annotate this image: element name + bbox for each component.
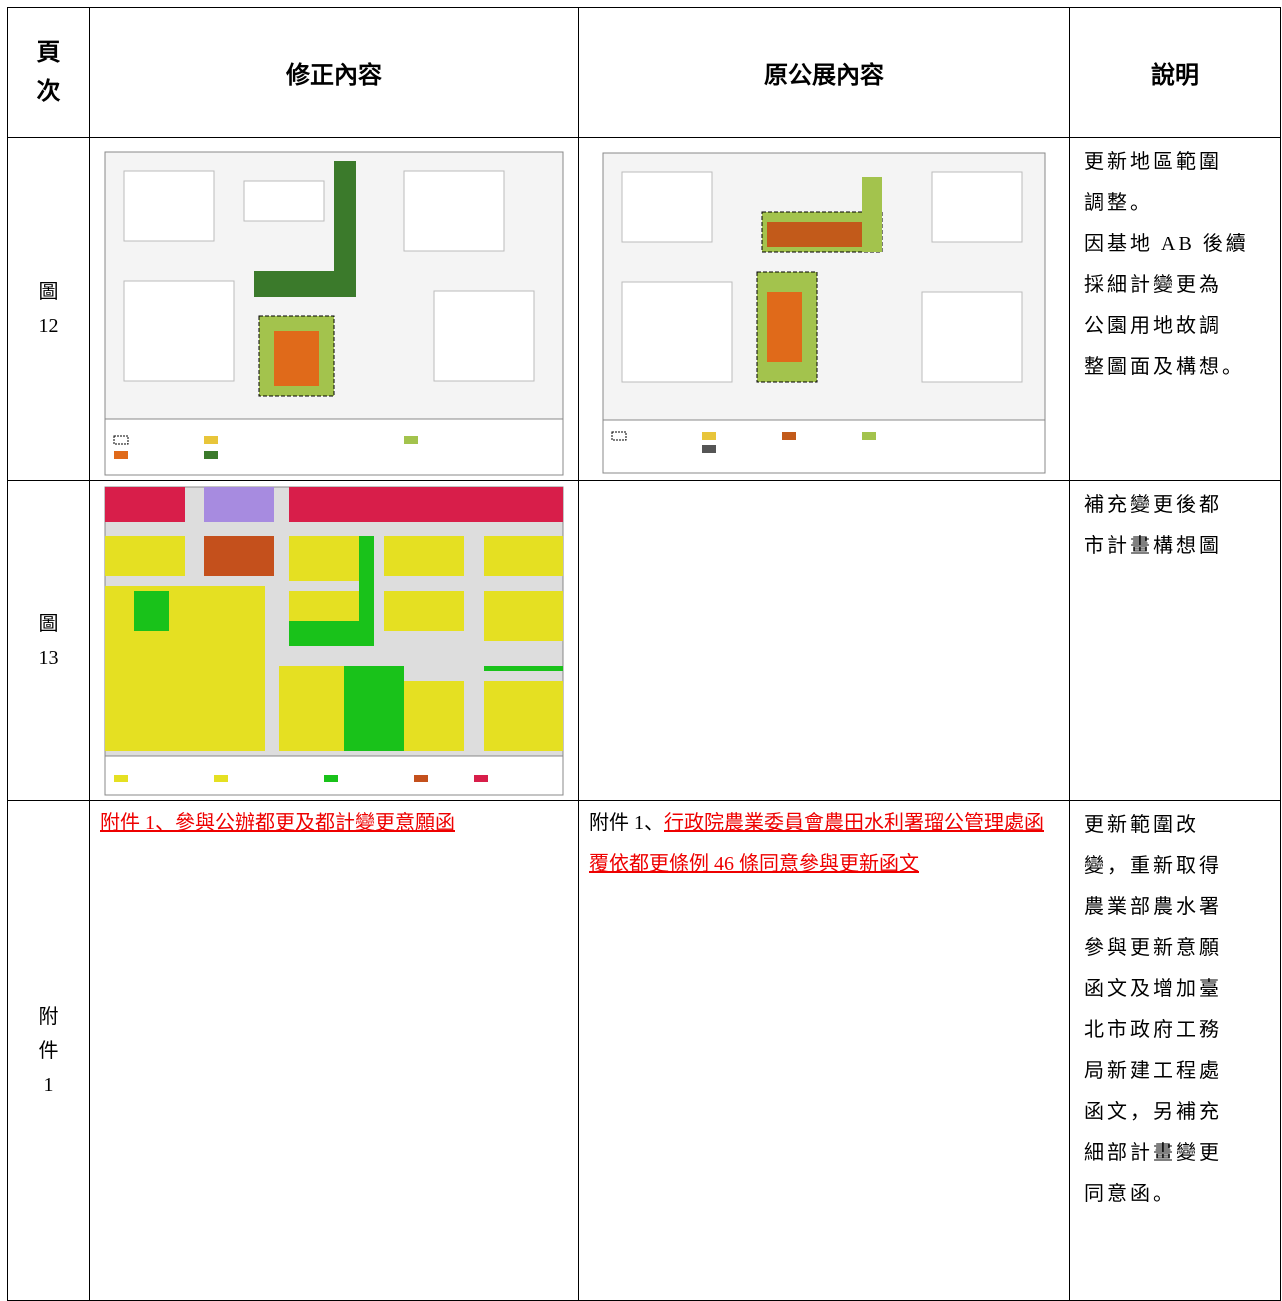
note-line: 因基地 AB 後續 (1084, 233, 1249, 255)
attachment-link[interactable]: 附件 1、參與公辦都更及都計變更意願函 (100, 812, 455, 834)
image-cell (89, 480, 579, 801)
note-line: 農業部農水署 (1084, 896, 1222, 918)
image-cell (578, 480, 1070, 801)
note-line: 局新建工程處 (1084, 1060, 1222, 1082)
header-cell: 說明 (1069, 7, 1281, 138)
note-cell: 補充變更後都 市計畫構想圖 (1069, 480, 1281, 801)
map-image (104, 151, 564, 475)
note-line: 函文，另補充 (1084, 1101, 1222, 1123)
note-cell: 更新地區範圍 調整。因基地 AB 後續 採細計變更為 公園用地故調整圖面及構想。 (1069, 137, 1281, 481)
note-line: 更新地區範圍 (1084, 151, 1222, 173)
note-line: 函文及增加臺 (1084, 978, 1222, 1000)
row: 圖 12 更新地區範圍 調整。因基地 AB 後續 採細計變更為 公園用地故調整圖面及構… (7, 137, 1281, 481)
note-line: 整圖面及構想。 (1084, 356, 1245, 378)
header-cell: 頁 次 (7, 7, 90, 138)
revised-cell: 附件 1、參與公辦都更及都計變更意願函 (89, 800, 579, 1301)
page-cell: 附 件 1 (7, 800, 90, 1301)
revision-table: 頁 次 修正內容 原公展內容 說明 圖 12 更新地區範圍 調整。因基地 AB 後… (7, 7, 1281, 1301)
note-line: 變，重新取得 (1084, 855, 1222, 877)
note-cell: 更新範圍改變，重新取得 農業部農水署 參與更新意願 函文及增加臺 北市政府工務 局新建工程… (1069, 800, 1281, 1301)
image-cell (89, 137, 579, 481)
header-cell: 修正內容 (89, 7, 579, 138)
note-line: 更新範圍改 (1084, 814, 1199, 836)
map-image (602, 152, 1046, 474)
note-line: 公園用地故調 (1084, 315, 1222, 337)
note-line: 市計畫構想圖 (1084, 535, 1222, 557)
note-line: 同意函。 (1084, 1183, 1176, 1205)
note-line: 採細計變更為 (1084, 274, 1222, 296)
row: 圖 13 補充變更後都 市計畫構想圖 (7, 480, 1281, 801)
note-line: 北市政府工務 (1084, 1019, 1222, 1041)
attachment-prefix: 附件 1、 (589, 812, 664, 834)
attachment-link[interactable]: 行政院農業委員會農田水利署瑠公管理處函覆依都更條例 46 條同意參與更新函文 (589, 812, 1044, 875)
page-cell: 圖 13 (7, 480, 90, 801)
row: 附 件 1 附件 1、參與公辦都更及都計變更意願函 附件 1、行政院農業委員會農… (7, 800, 1281, 1301)
header-row: 頁 次 修正內容 原公展內容 說明 (7, 7, 1281, 138)
note-line: 參與更新意願 (1084, 937, 1222, 959)
note-line: 調整。 (1084, 192, 1153, 214)
header-cell: 原公展內容 (578, 7, 1070, 138)
image-cell (578, 137, 1070, 481)
map-image (104, 486, 564, 795)
original-cell: 附件 1、行政院農業委員會農田水利署瑠公管理處函覆依都更條例 46 條同意參與更… (578, 800, 1070, 1301)
note-line: 補充變更後都 (1084, 494, 1222, 516)
note-line: 細部計畫變更 (1084, 1142, 1222, 1164)
page-cell: 圖 12 (7, 137, 90, 481)
